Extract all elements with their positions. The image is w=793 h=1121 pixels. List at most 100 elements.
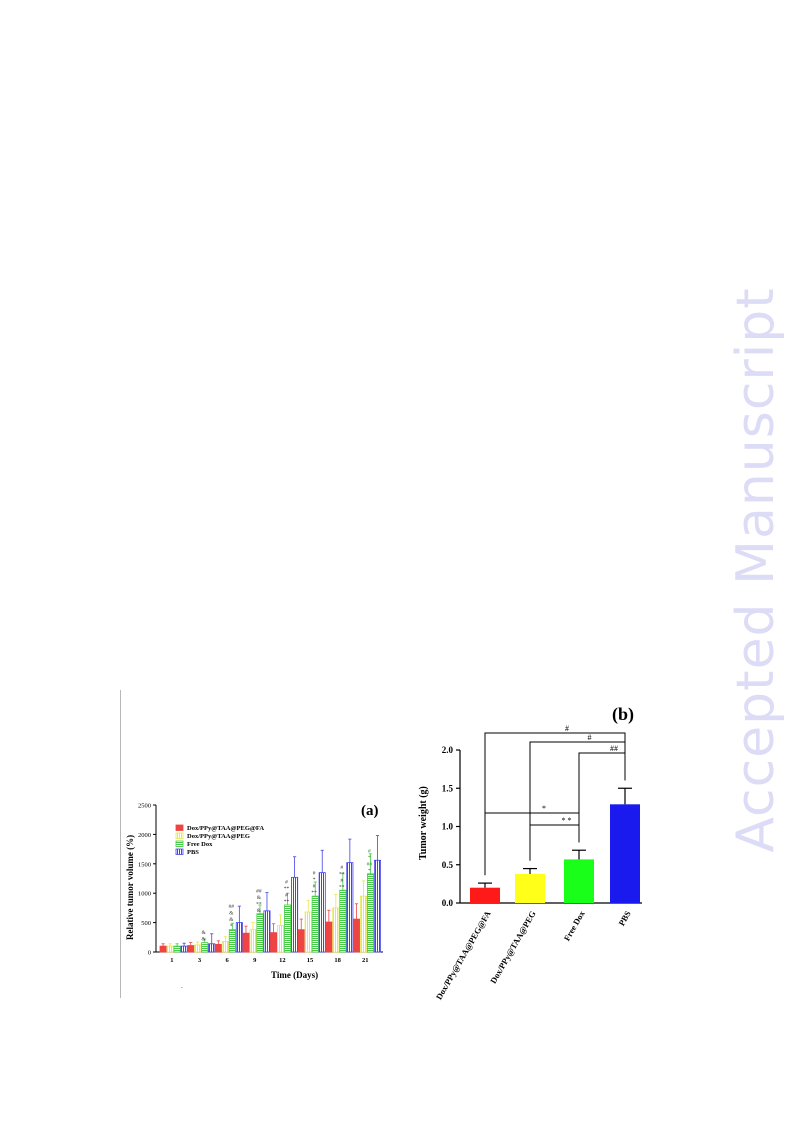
bar-dox-ppy-taa-peg-fa [325, 921, 333, 953]
significance-mark: & [257, 895, 262, 901]
x-tick-label: 12 [279, 957, 286, 964]
legend-swatch [175, 848, 184, 855]
panel-frame-line [120, 690, 121, 998]
panel-a-stray-mark: . [181, 982, 183, 990]
x-category-label: Dox/PPy@TAA@PEG@FA [434, 908, 494, 1001]
significance-mark: ## [229, 904, 235, 910]
significance-mark: * [230, 924, 233, 930]
significance-label: * [542, 804, 546, 813]
bar-pbs [346, 862, 354, 953]
significance-bracket [484, 732, 626, 876]
significance-label: ## [610, 744, 618, 753]
significance-bracket [529, 824, 580, 861]
bar-pbs [318, 872, 326, 953]
legend-label: Dox/PPy@TAA@PEG [187, 833, 250, 840]
legend-label: PBS [187, 849, 199, 856]
panel-a-x-axis-label: Time (Days) [271, 970, 318, 980]
panel-b-y-axis-label: Tumor weight (g) [418, 786, 429, 860]
bar-dox-ppy-taa-peg-fa [187, 945, 195, 953]
bar-dox-ppy-taa-peg [277, 925, 285, 953]
bar-dox-ppy-taa-peg-fa [270, 932, 278, 953]
bar-free-dox [366, 873, 374, 953]
significance-mark: # [368, 848, 371, 854]
panel-a-label: (a) [361, 803, 379, 819]
significance-label: * * [562, 816, 572, 825]
bar-pbs [208, 943, 216, 953]
significance-mark: ** [311, 890, 317, 896]
legend-label: Dox/PPy@TAA@PEG@FA [187, 825, 264, 832]
x-tick-label: 15 [307, 957, 314, 964]
bar-free-dox [173, 945, 181, 953]
x-category-label: Free Dox [562, 908, 588, 942]
legend-swatch [175, 832, 184, 839]
bar-dox-ppy-taa-peg-fa [297, 929, 305, 953]
y-tick-label: 2.0 [442, 745, 454, 755]
x-tick-label: 21 [362, 957, 369, 964]
bar-dox-ppy-taa-peg [221, 941, 229, 953]
significance-mark: ** [284, 899, 290, 905]
significance-mark: * [368, 855, 371, 861]
bar-dox-ppy-taa-peg-fa [352, 918, 360, 953]
significance-mark: # [313, 884, 316, 890]
bar-dox-ppy-taa-peg [332, 907, 340, 953]
significance-mark: ## [256, 888, 262, 894]
bar-pbs [610, 804, 640, 903]
bar-pbs [263, 910, 271, 953]
significance-mark: & [257, 908, 262, 914]
significance-bracket [578, 752, 626, 843]
bar-free-dox [284, 904, 292, 953]
bar-dox-ppy-taa-peg-fa [470, 887, 500, 903]
legend-swatch [175, 824, 184, 831]
panel-a-y-axis-label: Relative tumor volume (%) [125, 835, 135, 940]
y-tick-label: 0.5 [442, 860, 454, 870]
bar-dox-ppy-taa-peg [304, 911, 312, 953]
y-tick-label: 1.5 [442, 783, 454, 793]
significance-mark: * [368, 868, 371, 874]
bar-dox-ppy-taa-peg-fa [159, 945, 167, 953]
chart-panel-b: (b) Tumor weight (g) 0.00.51.01.52.0 ###… [418, 704, 642, 1001]
significance-label: # [565, 724, 569, 733]
bar-free-dox [311, 895, 319, 953]
significance-mark: ** [284, 886, 290, 892]
legend-label: Free Dox [187, 841, 213, 848]
significance-label: # [588, 733, 592, 742]
significance-mark: # [285, 892, 288, 898]
legend-swatch [175, 840, 184, 847]
x-tick-label: 3 [198, 957, 202, 964]
significance-mark: & [229, 911, 234, 917]
y-tick-label: 500 [141, 920, 151, 927]
x-tick-label: 6 [225, 957, 229, 964]
significance-mark: & [229, 917, 234, 923]
x-category-label: PBS [616, 909, 633, 928]
significance-mark: # [285, 879, 288, 885]
significance-mark: # [340, 878, 343, 884]
bar-free-dox [228, 929, 236, 953]
significance-mark: # [313, 871, 316, 877]
bar-pbs [291, 876, 299, 953]
bar-free-dox [201, 942, 209, 953]
bar-dox-ppy-taa-peg [515, 873, 545, 903]
x-tick-label: 9 [253, 957, 257, 964]
significance-mark: # [340, 865, 343, 871]
bar-free-dox [564, 859, 594, 903]
bar-dox-ppy-taa-peg-fa [242, 932, 250, 953]
significance-mark: ** [256, 901, 262, 907]
significance-mark: ** [339, 884, 345, 890]
y-tick-label: 0 [148, 950, 151, 957]
y-tick-label: 1000 [138, 891, 151, 898]
bar-dox-ppy-taa-peg [194, 944, 202, 953]
bar-free-dox [339, 889, 347, 953]
accepted-manuscript-watermark: Accepted Manuscript [726, 287, 786, 853]
x-category-label: Dox/PPy@TAA@PEG [488, 909, 538, 986]
bar-dox-ppy-taa-peg-fa [214, 943, 222, 953]
significance-mark: ** [339, 871, 345, 877]
bar-pbs [180, 945, 188, 953]
significance-mark: & [202, 937, 207, 943]
y-tick-label: 2000 [138, 832, 151, 839]
x-tick-label: 18 [334, 957, 341, 964]
bar-dox-ppy-taa-peg [166, 945, 174, 953]
chart-panel-a: (a) Relative tumor volume (%) Time (Days… [125, 803, 383, 990]
x-tick-label: 1 [170, 957, 173, 964]
significance-mark: * [313, 877, 316, 883]
y-tick-label: 0.0 [442, 898, 454, 908]
